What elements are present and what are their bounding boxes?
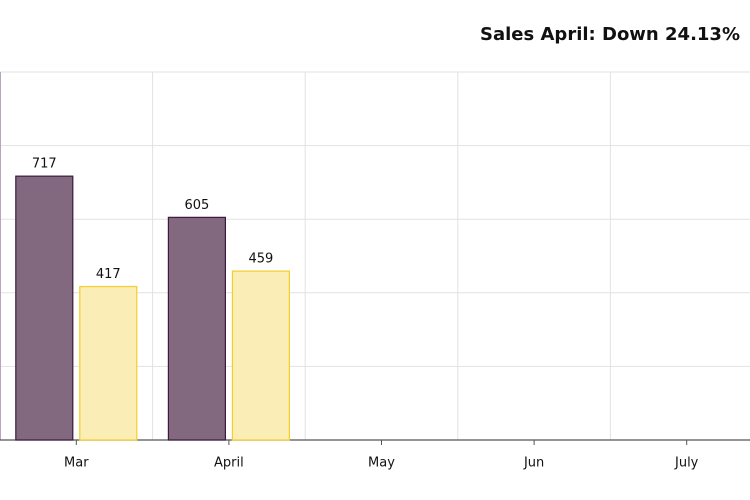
x-tick-label: July xyxy=(674,456,699,471)
data-label: 605 xyxy=(184,198,209,213)
bar xyxy=(231,270,290,441)
data-label: 459 xyxy=(248,252,273,267)
x-tick-label: Mar xyxy=(64,456,89,471)
data-label: 717 xyxy=(32,157,57,172)
x-tick-label: May xyxy=(368,456,395,471)
bar xyxy=(15,175,74,441)
bar xyxy=(167,216,226,441)
x-tick-label: April xyxy=(214,456,244,471)
x-tick-label: Jun xyxy=(523,456,544,471)
chart-title: Sales April: Down 24.13% xyxy=(480,24,740,45)
bar xyxy=(79,285,138,441)
data-label: 417 xyxy=(96,267,121,282)
